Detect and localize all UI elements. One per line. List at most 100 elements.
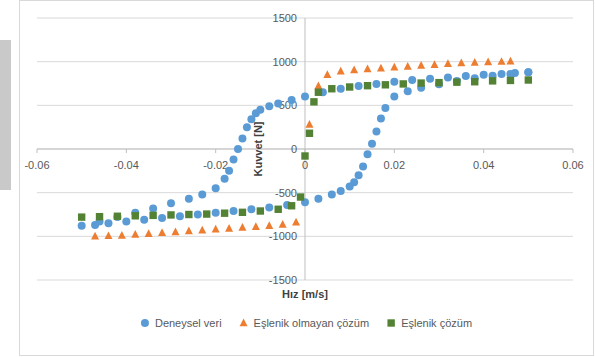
point [221,209,228,216]
point [315,89,322,96]
point [176,212,184,220]
series [91,57,514,240]
point [265,204,273,212]
point [113,213,121,221]
photo-edge [0,40,11,190]
point [78,222,86,230]
point [310,98,317,105]
point [506,70,514,78]
point [167,211,174,218]
point [404,62,412,70]
point [408,76,416,84]
point [149,204,157,212]
point [484,58,492,66]
point [457,58,465,66]
point [372,80,380,88]
point [337,187,345,195]
point [359,162,367,170]
point [417,79,424,86]
point [288,96,296,104]
x-axis-title: Hız [m/s] [282,288,328,300]
point [524,68,532,76]
point [292,218,300,226]
chart-frame [20,1,594,356]
point [230,207,238,215]
point [225,167,233,175]
point [355,82,363,90]
point [489,77,496,84]
point [400,80,407,87]
point [524,68,532,76]
point [507,77,514,84]
point [377,64,385,72]
point [225,224,233,232]
point [167,199,175,207]
point [140,216,148,224]
x-tick [483,149,484,153]
x-tick-label: -0.04 [114,159,139,171]
plot-area [78,57,533,240]
point [297,193,304,200]
point [328,85,335,92]
point [368,140,376,148]
point [185,195,193,203]
point [274,100,282,108]
point [498,57,506,65]
point [525,76,532,83]
point [471,58,479,66]
point [390,63,398,71]
point [91,221,99,229]
y-axis [305,18,306,280]
point [498,70,506,78]
x-tick [126,149,127,153]
x-tick-label: 0.02 [384,159,405,171]
point [118,231,126,239]
point [221,175,229,183]
point [337,67,345,75]
point [301,93,309,101]
point [480,71,488,79]
point [96,213,103,220]
point [212,209,220,217]
point [203,210,210,217]
point [114,213,121,220]
point [288,202,295,209]
point [506,57,514,65]
point [145,229,153,237]
y-tick-label: 0 [291,143,297,155]
point [158,214,166,222]
point [252,222,260,230]
point [239,209,246,216]
legend-marker [240,319,248,327]
point [171,227,179,235]
point [122,217,130,225]
point [431,60,439,68]
point [364,150,372,158]
point [382,81,389,88]
point [104,219,112,227]
point [355,171,363,179]
x-tick-label: 0.06 [562,159,583,171]
x-tick [37,149,38,153]
point [328,190,336,198]
point [212,184,220,192]
point [417,61,425,69]
legend-label: Eşlenik olmayan çözüm [254,317,370,329]
point [471,78,478,85]
point [247,205,255,213]
point [462,72,470,80]
point [453,78,460,85]
point [350,178,358,186]
point [198,190,206,198]
point [158,228,166,236]
point [198,226,206,234]
point [104,231,112,239]
y-tick-label: -1500 [269,274,297,286]
point [323,70,331,78]
point [243,123,251,131]
point [444,73,452,81]
point [314,195,322,203]
point [149,212,156,219]
point [372,128,380,136]
point [247,115,255,123]
